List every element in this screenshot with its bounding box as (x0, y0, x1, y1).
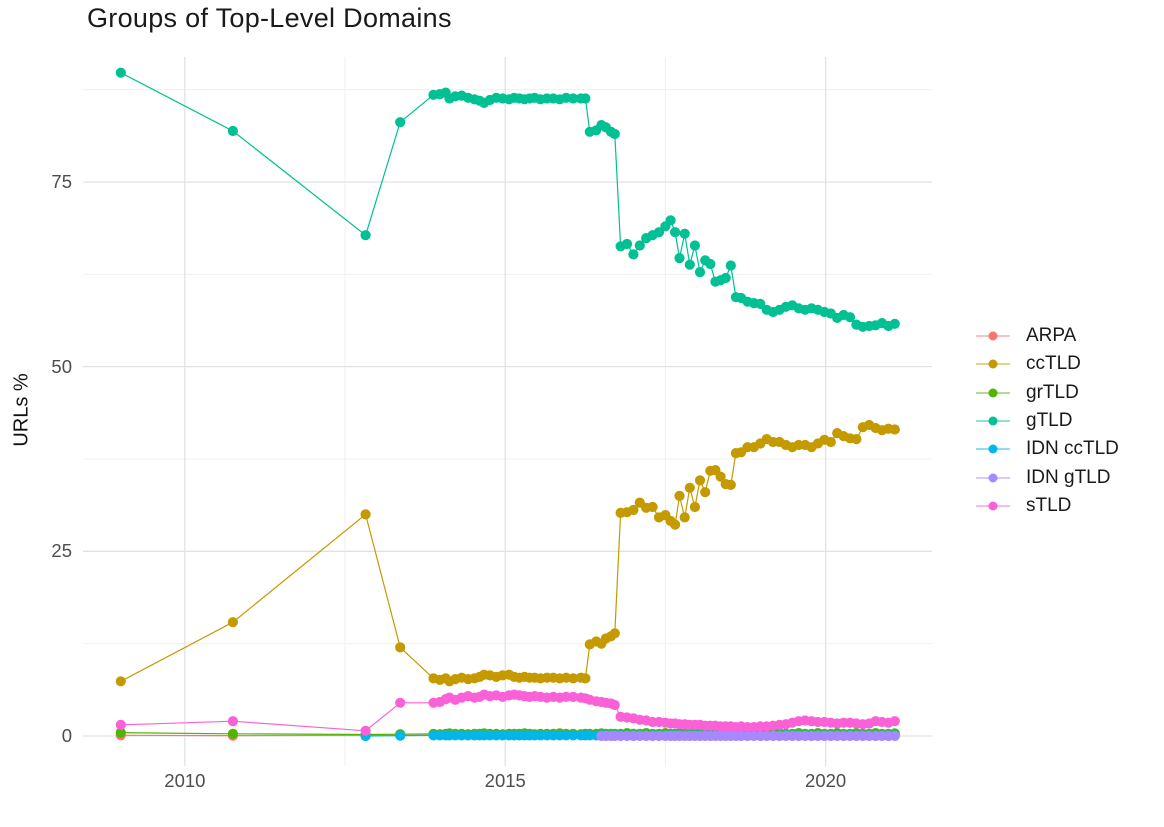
legend-label: IDN gTLD (1026, 466, 1111, 488)
data-point-gTLD (725, 260, 736, 271)
legend-key-icon (976, 326, 1010, 346)
data-point-gTLD (844, 312, 856, 323)
data-point-IDN-ccTLD (568, 730, 579, 741)
data-point-gTLD (755, 298, 766, 309)
data-point-gTLD (720, 272, 731, 284)
chart-title: Groups of Top-Level Domains (87, 3, 452, 33)
data-point-ccTLD (227, 617, 238, 628)
data-point-ccTLD (689, 501, 701, 513)
data-point-gTLD (670, 227, 681, 238)
data-point-ccTLD (851, 434, 862, 445)
data-point-ccTLD (609, 628, 620, 639)
x-tick-label: 2020 (805, 770, 847, 791)
x-tick-label: 2010 (164, 770, 206, 791)
data-point-ccTLD (889, 424, 900, 435)
legend-label: ccTLD (1026, 353, 1081, 375)
x-tick-label: 2015 (484, 770, 526, 791)
data-point-sTLD (395, 697, 406, 708)
legend-label: grTLD (1026, 381, 1079, 403)
data-point-ccTLD (670, 519, 681, 530)
legend-item-sTLD: sTLD (976, 492, 1119, 520)
legend-item-grTLD: grTLD (976, 379, 1119, 407)
data-point-gTLD (395, 117, 406, 128)
data-point-sTLD (561, 691, 572, 703)
data-point-gTLD (227, 125, 238, 137)
data-point-gTLD (653, 227, 665, 238)
data-point-grTLD (115, 727, 126, 738)
data-point-gTLD (115, 67, 126, 78)
data-point-ccTLD (700, 487, 711, 498)
legend-key-icon (976, 354, 1010, 374)
data-point-ccTLD (694, 475, 706, 486)
data-point-sTLD (227, 716, 238, 727)
data-point-gTLD (634, 240, 645, 251)
legend: ARPA ccTLD grTLD gTLD IDN ccTLD IDN gTLD sTLD (976, 322, 1119, 520)
data-point-gTLD (889, 318, 900, 329)
legend-key-icon (976, 468, 1010, 488)
data-point-ccTLD (825, 436, 836, 448)
data-point-ccTLD (115, 676, 126, 687)
legend-label: sTLD (1026, 494, 1072, 516)
legend-label: gTLD (1026, 410, 1073, 432)
data-point-gTLD (674, 253, 685, 264)
data-point-ccTLD (725, 479, 736, 490)
data-point-sTLD (609, 699, 620, 711)
data-point-ccTLD (628, 504, 639, 516)
data-point-ccTLD (684, 482, 695, 493)
data-point-ccTLD (568, 673, 579, 684)
series-line-ccTLD (120, 424, 895, 682)
legend-label: IDN ccTLD (1026, 438, 1119, 460)
y-tick-label: 0 (61, 724, 72, 746)
data-point-gTLD (360, 230, 371, 241)
data-point-IDN-ccTLD (395, 730, 406, 741)
legend-key-icon (976, 439, 1010, 459)
data-point-gTLD (628, 249, 639, 260)
legend-key-icon (976, 411, 1010, 431)
data-point-gTLD (689, 240, 701, 251)
data-point-sTLD (115, 719, 126, 731)
series-line-gTLD (120, 72, 895, 328)
data-point-IDN-ccTLD (561, 730, 572, 741)
data-point-ccTLD (679, 512, 690, 523)
legend-item-ccTLD: ccTLD (976, 350, 1119, 378)
y-tick-label: 25 (51, 540, 72, 562)
data-point-ccTLD (395, 642, 406, 653)
legend-item-IDN-ccTLD: IDN ccTLD (976, 435, 1119, 463)
data-point-sTLD (889, 716, 900, 727)
data-point-ccTLD (647, 501, 658, 513)
data-point-IDN-gTLD (889, 730, 900, 742)
legend-item-IDN-gTLD: IDN gTLD (976, 463, 1119, 491)
y-tick-label: 75 (51, 170, 72, 192)
data-point-ccTLD (674, 490, 685, 501)
data-point-sTLD (568, 691, 579, 703)
legend-item-gTLD: gTLD (976, 407, 1119, 435)
data-point-ccTLD (715, 471, 726, 482)
data-point-gTLD (580, 93, 591, 104)
data-point-gTLD (621, 238, 633, 250)
data-point-ccTLD (580, 673, 591, 684)
y-tick-label: 50 (51, 355, 72, 377)
legend-label: ARPA (1026, 325, 1077, 347)
data-point-ccTLD (360, 509, 371, 520)
data-point-gTLD (705, 258, 716, 270)
data-point-grTLD (227, 728, 238, 739)
data-point-gTLD (568, 93, 579, 104)
data-point-gTLD (679, 228, 690, 239)
data-point-gTLD (694, 267, 706, 278)
data-point-sTLD (360, 725, 371, 736)
legend-key-icon (976, 383, 1010, 403)
legend-item-ARPA: ARPA (976, 322, 1119, 350)
data-point-gTLD (609, 128, 620, 140)
data-point-gTLD (665, 215, 676, 226)
legend-key-icon (976, 496, 1010, 516)
data-point-gTLD (684, 259, 695, 270)
